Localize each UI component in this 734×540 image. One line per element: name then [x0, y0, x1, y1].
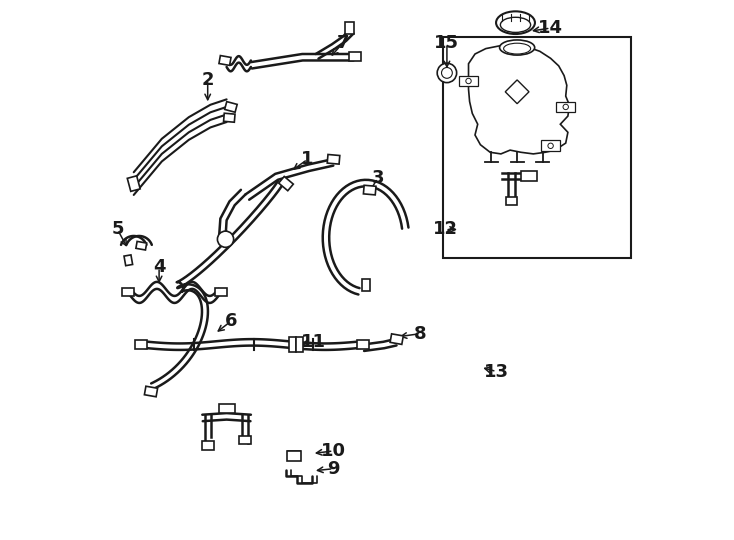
- Polygon shape: [468, 46, 570, 154]
- Circle shape: [548, 143, 553, 148]
- Text: 13: 13: [484, 362, 509, 381]
- Bar: [357, 340, 369, 349]
- Bar: [145, 386, 158, 397]
- Bar: [556, 102, 575, 112]
- Bar: [239, 436, 251, 444]
- Circle shape: [563, 104, 568, 110]
- Bar: [127, 176, 140, 191]
- Text: 10: 10: [321, 442, 346, 460]
- Text: 15: 15: [435, 34, 459, 52]
- Bar: [289, 337, 296, 352]
- Text: 12: 12: [433, 220, 458, 239]
- Text: 8: 8: [413, 325, 426, 343]
- Bar: [459, 76, 479, 86]
- Bar: [297, 337, 302, 352]
- Bar: [287, 451, 301, 461]
- Bar: [219, 404, 235, 413]
- Text: 4: 4: [153, 258, 165, 276]
- Bar: [327, 154, 340, 164]
- Ellipse shape: [504, 43, 531, 54]
- Ellipse shape: [500, 40, 534, 55]
- Bar: [123, 288, 134, 296]
- Text: 11: 11: [300, 333, 325, 351]
- Bar: [443, 37, 631, 258]
- Text: 14: 14: [538, 19, 563, 37]
- Bar: [521, 171, 537, 181]
- Text: 7: 7: [336, 34, 349, 52]
- Bar: [349, 51, 361, 60]
- Bar: [219, 56, 231, 65]
- Circle shape: [217, 231, 233, 247]
- Bar: [390, 334, 403, 345]
- Bar: [124, 255, 133, 266]
- Ellipse shape: [501, 17, 531, 32]
- Circle shape: [442, 68, 452, 78]
- Bar: [225, 102, 237, 112]
- Text: 9: 9: [327, 460, 340, 478]
- Text: 3: 3: [371, 169, 384, 187]
- Bar: [135, 340, 148, 349]
- Text: 5: 5: [112, 220, 124, 239]
- Bar: [203, 442, 214, 449]
- Text: 2: 2: [201, 71, 214, 89]
- Text: 1: 1: [302, 150, 314, 168]
- Bar: [136, 241, 147, 250]
- Ellipse shape: [496, 11, 535, 34]
- Bar: [506, 197, 517, 205]
- Bar: [224, 113, 235, 122]
- Text: 6: 6: [225, 312, 237, 330]
- Bar: [362, 279, 370, 291]
- Bar: [279, 177, 294, 191]
- Bar: [215, 288, 227, 296]
- Bar: [363, 185, 376, 195]
- Circle shape: [466, 78, 471, 84]
- Circle shape: [437, 63, 457, 83]
- Bar: [345, 22, 355, 34]
- Polygon shape: [505, 80, 529, 104]
- Bar: [541, 140, 560, 151]
